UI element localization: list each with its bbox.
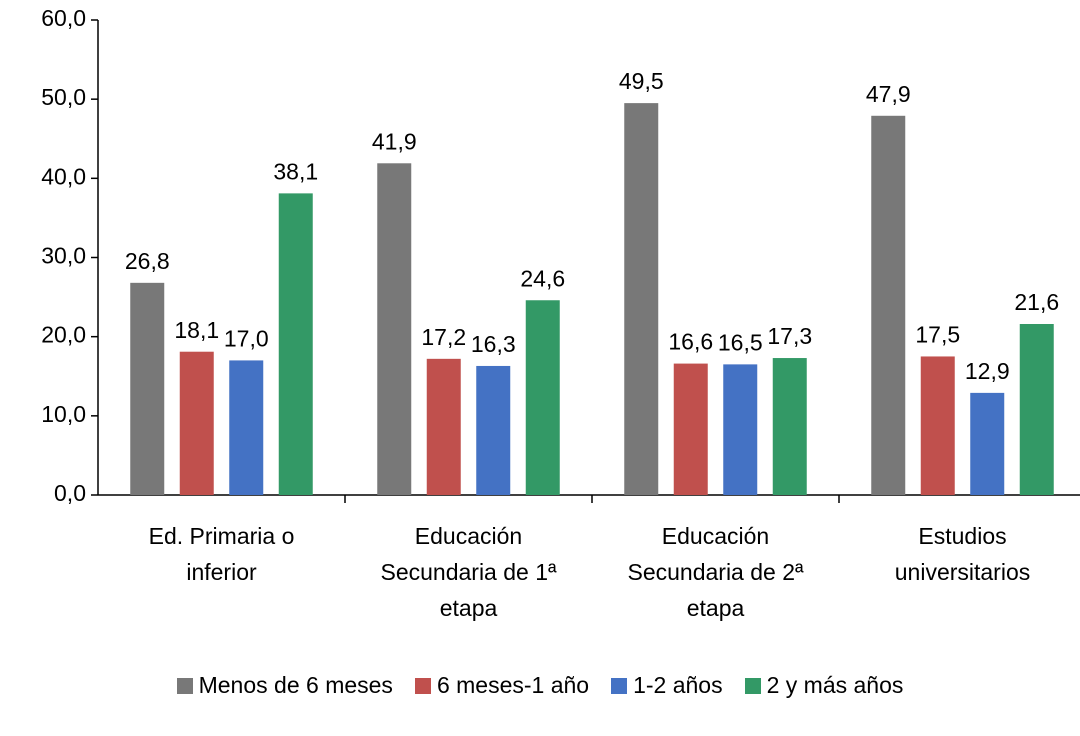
bar [1019,324,1054,495]
value-label: 38,1 [273,158,318,184]
legend-label: 2 y más años [766,672,904,698]
bar [871,115,906,496]
value-label: 24,6 [520,265,565,291]
legend-item: 1-2 años [611,672,723,699]
legend-label: Menos de 6 meses [198,672,393,698]
bar [377,163,412,495]
y-tick-label: 0,0 [54,480,86,506]
value-label: 41,9 [372,128,417,154]
legend: Menos de 6 meses 6 meses-1 año 1-2 años 2 y… [0,672,1080,699]
y-tick-label: 20,0 [41,322,86,348]
bar [130,282,165,495]
value-label: 47,9 [866,81,911,107]
value-label: 26,8 [125,248,170,274]
x-tick-label: Educación Secundaria de 1ª etapa [380,523,557,621]
value-label: 17,0 [224,325,269,351]
value-label: 16,3 [471,331,516,357]
legend-item: 6 meses-1 año [414,672,590,699]
y-tick-label: 60,0 [41,5,86,31]
value-label: 18,1 [174,317,219,343]
x-tick-label: Educación Secundaria de 2ª etapa [627,523,804,621]
bar [624,103,659,495]
value-label: 21,6 [1014,289,1059,315]
bar [723,364,758,495]
bar [673,363,708,495]
bar [476,365,511,495]
value-label: 17,3 [767,323,812,349]
legend-item: 2 y más años [744,672,904,699]
bar [772,358,807,495]
bar [920,356,955,495]
y-tick-label: 30,0 [41,243,86,269]
bar [229,360,264,495]
bar [278,193,313,495]
bar [525,300,560,495]
legend-label: 6 meses-1 año [436,672,590,698]
legend-swatch [176,677,193,694]
legend-item: Menos de 6 meses [176,672,393,699]
legend-swatch [414,677,431,694]
bar [179,351,214,495]
value-label: 17,2 [421,324,466,350]
y-tick-label: 10,0 [41,401,86,427]
value-label: 12,9 [965,358,1010,384]
x-tick-label: Estudios universitarios [894,523,1031,585]
x-tick-label: Ed. Primaria o inferior [148,523,295,585]
legend-swatch [611,677,628,694]
legend-swatch [744,677,761,694]
value-label: 16,6 [668,329,713,355]
value-label: 16,5 [718,329,763,355]
bar [426,358,461,495]
bar [970,392,1005,495]
value-label: 17,5 [915,322,960,348]
legend-label: 1-2 años [633,672,723,698]
y-tick-label: 40,0 [41,163,86,189]
y-tick-label: 50,0 [41,84,86,110]
value-label: 49,5 [619,68,664,94]
